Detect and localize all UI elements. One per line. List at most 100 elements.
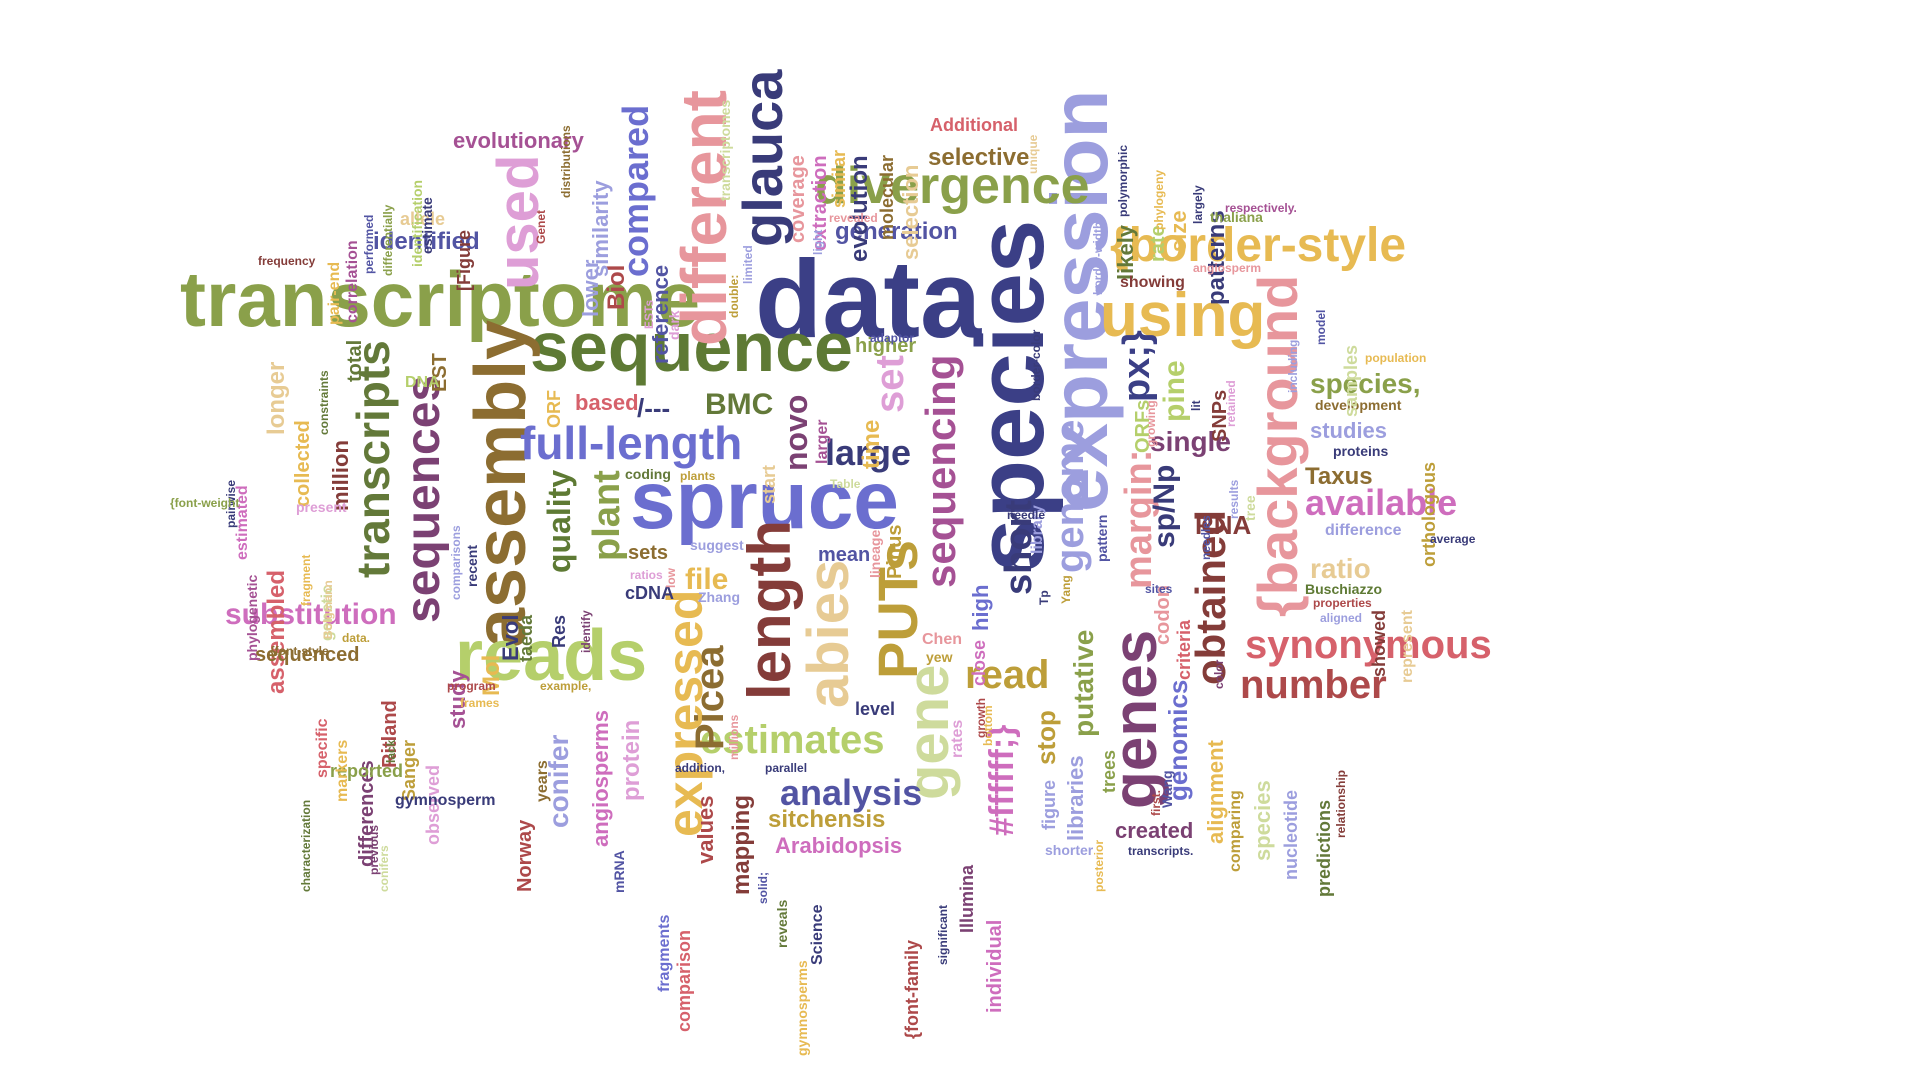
cloud-word-molecular: molecular xyxy=(877,154,897,240)
cloud-word-length: length xyxy=(736,520,803,700)
cloud-word-transcriptomes: transcriptomes xyxy=(717,99,733,201)
cloud-word-proteins: proteins xyxy=(1333,443,1389,459)
cloud-word-retained: retained xyxy=(1224,380,1238,427)
cloud-word-comparing: comparing xyxy=(1227,790,1244,872)
cloud-word-large: large xyxy=(825,432,912,473)
cloud-word-nucleotide: nucleotide xyxy=(1281,789,1301,880)
cloud-word-model: model xyxy=(1314,309,1328,345)
cloud-word-figure: [Figure xyxy=(454,230,474,291)
cloud-word-synonymous: synonymous xyxy=(1245,623,1492,667)
cloud-word-level: level xyxy=(855,699,896,719)
cloud-word-picea: Picea xyxy=(688,645,732,750)
cloud-word-angiosperm: angiosperm xyxy=(1193,261,1262,275)
cloud-word-suggest: suggest xyxy=(690,537,744,553)
cloud-word-transcriptome: transcriptome xyxy=(180,255,701,343)
cloud-word-adaptor: adaptor xyxy=(870,331,915,345)
cloud-word-program: program xyxy=(447,679,496,693)
cloud-word-arabidopsis: Arabidopsis xyxy=(775,833,903,858)
cloud-word-ratio: ratio xyxy=(1310,553,1371,584)
cloud-word-abies: abies xyxy=(796,559,861,708)
cloud-word-longer: longer xyxy=(263,361,290,435)
cloud-word-correlation: correlation xyxy=(344,240,361,323)
cloud-word-data: data xyxy=(755,238,982,361)
cloud-word-light: light xyxy=(811,229,825,255)
cloud-word-px: px;} xyxy=(1116,330,1158,402)
cloud-word-bolgmann: Bolgmann xyxy=(321,580,335,639)
cloud-word-addition: addition, xyxy=(675,761,725,775)
cloud-word-growing: growing xyxy=(1144,400,1158,447)
cloud-word-plants: plants xyxy=(680,469,716,483)
cloud-word-font-family: {font-family xyxy=(902,940,922,1039)
cloud-word-first: first. xyxy=(1149,789,1163,816)
cloud-word-evolutionary: evolutionary xyxy=(453,128,584,153)
cloud-word-pattern: pattern xyxy=(1094,514,1110,562)
cloud-word-evolution: evolution xyxy=(846,155,873,262)
cloud-word-gymnosperm: gymnosperm xyxy=(395,792,496,809)
cloud-word-properties: properties xyxy=(1313,596,1372,610)
cloud-word-sequence: sequence xyxy=(530,308,853,386)
cloud-word-mapping: mapping xyxy=(728,795,755,895)
cloud-word-substitution: substitution xyxy=(225,598,397,631)
cloud-word-markers: markers xyxy=(334,739,351,802)
cloud-word-yew: yew xyxy=(926,649,953,665)
cloud-word-growth: growth xyxy=(974,698,988,738)
cloud-word-significant: significant xyxy=(936,904,950,965)
cloud-word-solid: solid; xyxy=(756,872,770,904)
cloud-word-assembly: assembly xyxy=(461,319,541,648)
cloud-word-time: time xyxy=(858,419,885,469)
cloud-word-assembled: assembled xyxy=(263,569,290,694)
cloud-word-showed: showed xyxy=(1369,609,1389,677)
cloud-word-identified: identified xyxy=(373,228,480,255)
cloud-word-sites: sites xyxy=(1145,582,1173,596)
cloud-word-allele: allele xyxy=(400,209,446,229)
cloud-word-criteria: criteria xyxy=(1174,619,1194,680)
cloud-word-identification: identification xyxy=(409,179,425,267)
cloud-word-based: based xyxy=(575,390,639,415)
cloud-word-number: number xyxy=(1240,663,1387,707)
cloud-word-dark: dark xyxy=(666,310,682,340)
cloud-word-respectively: respectively. xyxy=(1225,201,1297,215)
cloud-word-larger: larger xyxy=(814,419,831,464)
cloud-word-shorter: shorter xyxy=(1045,842,1094,858)
cloud-word-reported: reported xyxy=(330,761,404,781)
cloud-word-specific: specific xyxy=(314,718,331,778)
cloud-word-present: present xyxy=(296,499,347,515)
cloud-word-studies: studies xyxy=(1310,418,1388,443)
cloud-word-development: development xyxy=(1315,397,1402,413)
cloud-word-science: Science xyxy=(809,904,826,965)
cloud-word-protein: protein xyxy=(618,719,645,801)
cloud-word-start: start xyxy=(759,464,779,504)
cloud-word-cdna: cDNA xyxy=(625,583,675,603)
cloud-word-mean: mean xyxy=(818,544,871,566)
cloud-word-alignment: alignment xyxy=(1203,740,1228,844)
cloud-word-sequences: sequences xyxy=(397,374,450,623)
cloud-word-ests: ESTs xyxy=(642,299,656,329)
cloud-word-res: Res xyxy=(549,614,569,648)
cloud-word-norway: Norway xyxy=(514,819,536,892)
cloud-word-species: species xyxy=(1250,780,1275,861)
cloud-word-largely: largely xyxy=(1191,185,1205,224)
cloud-word-orf: ORF xyxy=(544,390,564,428)
cloud-word-example: example, xyxy=(540,679,592,693)
cloud-word-compared: compared xyxy=(615,104,656,277)
cloud-word-identify: identify xyxy=(579,610,593,653)
cloud-word-trees: trees xyxy=(1099,749,1119,793)
cloud-word-generation: generation xyxy=(835,218,958,245)
cloud-word-frames: frames xyxy=(460,696,500,710)
cloud-word-reveals: reveals xyxy=(774,899,790,948)
cloud-word-figure: figure xyxy=(1039,779,1059,830)
cloud-word-dna: DNA xyxy=(405,374,440,391)
cloud-word-aligned: aligned xyxy=(1320,611,1363,625)
cloud-word-phylogeny: phylogeny xyxy=(1152,169,1166,230)
cloud-word-high: high xyxy=(968,584,993,631)
cloud-word-data: data. xyxy=(342,631,371,645)
cloud-word-pair-end: pair-end xyxy=(326,261,343,325)
cloud-word-limited: limited xyxy=(741,245,755,284)
cloud-word-border-color: border-color xyxy=(1029,329,1043,401)
cloud-word-rate: rate xyxy=(1147,225,1169,262)
cloud-word-illumina: Illumina xyxy=(957,864,977,933)
cloud-word-putative: putative xyxy=(1068,629,1099,737)
cloud-word-showing: showing xyxy=(1120,274,1185,291)
cloud-word-taxus: Taxus xyxy=(1305,463,1373,490)
cloud-word-spruce: spruce xyxy=(630,455,899,546)
